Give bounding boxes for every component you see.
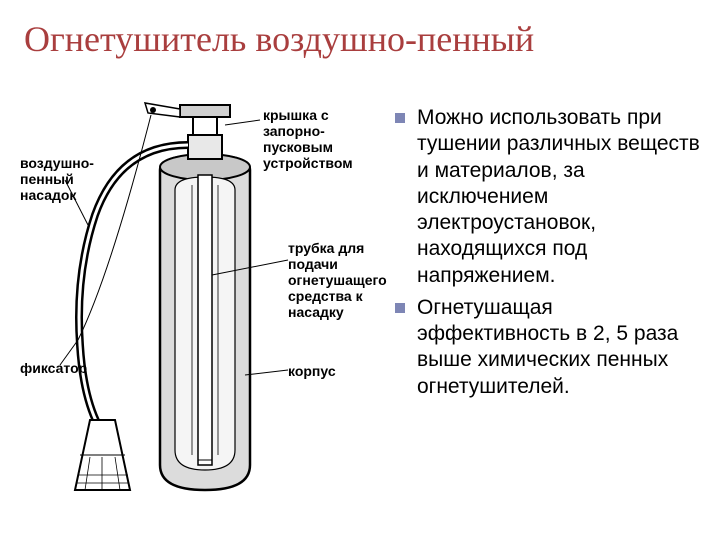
square-bullet-icon <box>395 303 405 313</box>
bullet-text: Огнетушащая эффективность в 2, 5 раза вы… <box>417 295 705 400</box>
nozzle-group <box>75 420 130 490</box>
label-cap: крышка с запорно-пусковымустройством <box>263 107 383 171</box>
label-nozzle: воздушно-пенныйнасадок <box>20 155 100 203</box>
bullet-item: Огнетушащая эффективность в 2, 5 раза вы… <box>395 295 705 400</box>
bullet-item: Можно использовать при тушении различных… <box>395 105 705 289</box>
fixator-group <box>150 107 156 113</box>
label-tube: трубка дляподачиогнетушащегосредства кна… <box>288 240 398 320</box>
bullet-text: Можно использовать при тушении различных… <box>417 105 705 289</box>
square-bullet-icon <box>395 113 405 123</box>
label-body: корпус <box>288 363 336 379</box>
bullet-list: Можно использовать при тушении различных… <box>395 105 705 406</box>
label-fixator: фиксатор <box>20 360 87 376</box>
extinguisher-diagram: крышка с запорно-пусковымустройством воз… <box>20 95 370 505</box>
body-group <box>160 154 250 490</box>
page-title: Огнетушитель воздушно-пенный <box>24 18 534 60</box>
